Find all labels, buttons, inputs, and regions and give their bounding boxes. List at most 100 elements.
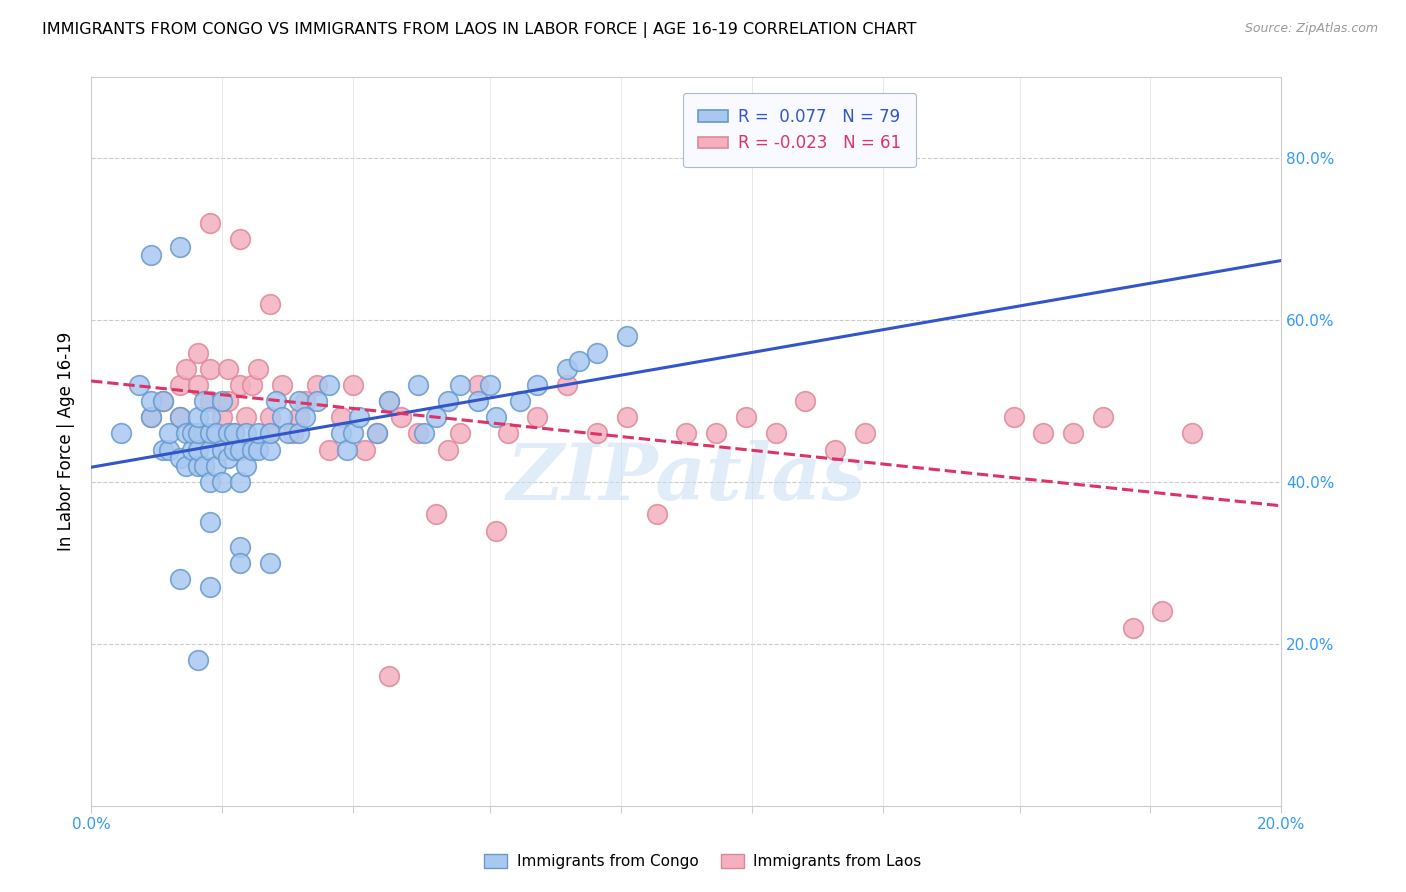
Point xyxy=(408,426,430,441)
Point xyxy=(1152,604,1174,618)
Point xyxy=(198,361,221,376)
Point xyxy=(110,426,132,441)
Point xyxy=(152,394,174,409)
Point xyxy=(330,426,353,441)
Point xyxy=(294,410,316,425)
Point xyxy=(377,394,399,409)
Point xyxy=(1181,426,1204,441)
Point xyxy=(187,377,209,392)
Point xyxy=(246,426,269,441)
Point xyxy=(169,410,191,425)
Point xyxy=(288,394,311,409)
Point xyxy=(157,426,180,441)
Point xyxy=(526,377,548,392)
Point xyxy=(235,410,257,425)
Point xyxy=(198,216,221,230)
Point xyxy=(193,458,215,473)
Point xyxy=(139,410,162,425)
Point xyxy=(217,426,239,441)
Point xyxy=(211,442,233,457)
Point xyxy=(509,394,531,409)
Point xyxy=(413,426,436,441)
Point xyxy=(307,394,329,409)
Point xyxy=(485,524,508,538)
Point xyxy=(229,232,252,246)
Point xyxy=(259,426,281,441)
Point xyxy=(283,426,305,441)
Point xyxy=(222,442,245,457)
Point xyxy=(467,377,489,392)
Point xyxy=(176,458,198,473)
Point xyxy=(198,580,221,594)
Legend: Immigrants from Congo, Immigrants from Laos: Immigrants from Congo, Immigrants from L… xyxy=(478,848,928,875)
Point xyxy=(229,556,252,570)
Point xyxy=(330,410,353,425)
Point xyxy=(586,345,609,359)
Point xyxy=(568,353,591,368)
Point xyxy=(187,442,209,457)
Point xyxy=(318,377,340,392)
Point xyxy=(259,556,281,570)
Point xyxy=(449,377,471,392)
Point xyxy=(288,426,311,441)
Point xyxy=(1002,410,1025,425)
Point xyxy=(467,394,489,409)
Point xyxy=(342,426,364,441)
Point xyxy=(478,377,501,392)
Point xyxy=(734,410,756,425)
Point xyxy=(485,410,508,425)
Point xyxy=(377,394,399,409)
Point xyxy=(181,442,204,457)
Point xyxy=(259,297,281,311)
Point xyxy=(198,394,221,409)
Point xyxy=(288,410,311,425)
Point xyxy=(526,410,548,425)
Point xyxy=(794,394,817,409)
Point xyxy=(616,329,638,343)
Point xyxy=(307,377,329,392)
Point xyxy=(675,426,697,441)
Point xyxy=(347,410,370,425)
Point xyxy=(240,442,263,457)
Point xyxy=(139,410,162,425)
Point xyxy=(198,442,221,457)
Point xyxy=(198,410,221,425)
Point xyxy=(229,377,252,392)
Point xyxy=(229,475,252,489)
Point xyxy=(229,540,252,554)
Point xyxy=(824,442,846,457)
Point xyxy=(645,508,668,522)
Point xyxy=(169,240,191,254)
Point xyxy=(205,458,228,473)
Point xyxy=(1062,426,1084,441)
Point xyxy=(277,426,299,441)
Point xyxy=(169,450,191,465)
Point xyxy=(211,410,233,425)
Point xyxy=(704,426,727,441)
Point xyxy=(169,410,191,425)
Point xyxy=(235,458,257,473)
Point xyxy=(139,394,162,409)
Point xyxy=(555,377,578,392)
Point xyxy=(198,516,221,530)
Point xyxy=(235,426,257,441)
Point xyxy=(211,394,233,409)
Point xyxy=(765,426,787,441)
Point xyxy=(1032,426,1054,441)
Point xyxy=(198,475,221,489)
Point xyxy=(198,426,221,441)
Point xyxy=(139,248,162,262)
Point xyxy=(555,361,578,376)
Point xyxy=(222,426,245,441)
Point xyxy=(222,426,245,441)
Point xyxy=(187,653,209,667)
Point xyxy=(187,426,209,441)
Point xyxy=(187,458,209,473)
Point xyxy=(217,394,239,409)
Point xyxy=(229,442,252,457)
Point xyxy=(1122,621,1144,635)
Y-axis label: In Labor Force | Age 16-19: In Labor Force | Age 16-19 xyxy=(58,332,75,551)
Point xyxy=(366,426,388,441)
Point xyxy=(408,377,430,392)
Point xyxy=(294,394,316,409)
